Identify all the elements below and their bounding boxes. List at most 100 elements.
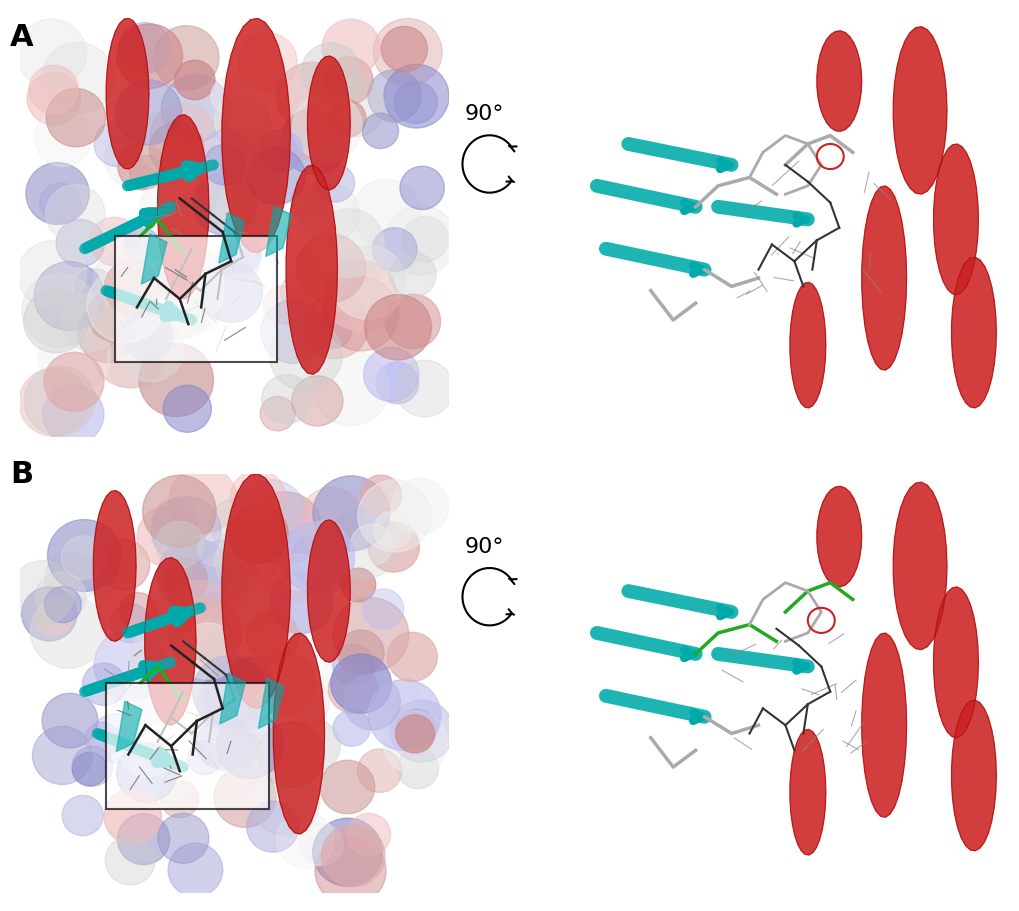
Circle shape bbox=[300, 184, 360, 241]
Circle shape bbox=[129, 155, 164, 189]
Circle shape bbox=[106, 334, 162, 389]
Circle shape bbox=[90, 218, 139, 266]
Polygon shape bbox=[158, 115, 209, 299]
Circle shape bbox=[401, 217, 448, 261]
Polygon shape bbox=[790, 282, 825, 408]
Circle shape bbox=[210, 499, 261, 548]
Circle shape bbox=[193, 565, 248, 619]
Circle shape bbox=[160, 780, 199, 818]
Circle shape bbox=[347, 814, 390, 855]
Circle shape bbox=[92, 313, 168, 388]
Circle shape bbox=[169, 466, 237, 533]
Polygon shape bbox=[861, 633, 906, 817]
Circle shape bbox=[385, 294, 440, 349]
Circle shape bbox=[86, 558, 125, 598]
Circle shape bbox=[300, 824, 342, 865]
Circle shape bbox=[368, 680, 440, 751]
Polygon shape bbox=[265, 206, 291, 257]
Circle shape bbox=[300, 487, 363, 549]
Circle shape bbox=[291, 375, 342, 426]
Circle shape bbox=[34, 261, 104, 331]
Circle shape bbox=[137, 111, 198, 171]
Circle shape bbox=[179, 623, 237, 680]
Circle shape bbox=[280, 272, 321, 312]
Circle shape bbox=[230, 470, 285, 524]
Circle shape bbox=[117, 24, 182, 88]
Circle shape bbox=[352, 179, 420, 247]
Circle shape bbox=[301, 43, 361, 101]
Circle shape bbox=[151, 253, 224, 324]
Polygon shape bbox=[951, 701, 996, 851]
Circle shape bbox=[215, 532, 276, 592]
Polygon shape bbox=[106, 18, 149, 169]
Circle shape bbox=[314, 312, 352, 348]
Circle shape bbox=[279, 554, 316, 589]
Circle shape bbox=[278, 678, 329, 727]
Circle shape bbox=[146, 597, 187, 637]
Circle shape bbox=[116, 743, 176, 803]
Polygon shape bbox=[816, 486, 861, 587]
Circle shape bbox=[393, 81, 437, 124]
Circle shape bbox=[104, 788, 161, 844]
Circle shape bbox=[325, 260, 380, 312]
Circle shape bbox=[222, 730, 261, 767]
Circle shape bbox=[187, 742, 221, 774]
Circle shape bbox=[117, 227, 157, 266]
Circle shape bbox=[194, 170, 245, 221]
Circle shape bbox=[269, 570, 333, 632]
Circle shape bbox=[168, 598, 242, 669]
Text: 90°: 90° bbox=[465, 104, 503, 124]
Circle shape bbox=[208, 131, 258, 179]
Circle shape bbox=[94, 121, 140, 167]
Circle shape bbox=[36, 572, 86, 621]
Circle shape bbox=[151, 496, 221, 565]
Circle shape bbox=[42, 693, 98, 748]
Polygon shape bbox=[258, 678, 284, 729]
Polygon shape bbox=[94, 491, 136, 641]
Circle shape bbox=[98, 540, 150, 590]
Circle shape bbox=[161, 294, 206, 338]
Circle shape bbox=[161, 75, 229, 142]
Circle shape bbox=[365, 294, 431, 360]
Circle shape bbox=[9, 561, 74, 625]
Circle shape bbox=[281, 116, 326, 159]
Circle shape bbox=[117, 814, 169, 865]
Circle shape bbox=[247, 611, 299, 662]
Circle shape bbox=[214, 96, 265, 146]
Circle shape bbox=[324, 77, 385, 137]
Circle shape bbox=[266, 564, 308, 606]
Circle shape bbox=[88, 288, 143, 342]
Circle shape bbox=[172, 580, 228, 635]
Circle shape bbox=[303, 294, 368, 359]
Circle shape bbox=[201, 262, 262, 322]
Circle shape bbox=[28, 73, 81, 125]
Circle shape bbox=[321, 824, 384, 886]
Circle shape bbox=[260, 396, 294, 431]
Circle shape bbox=[21, 587, 76, 641]
Circle shape bbox=[323, 277, 398, 351]
Polygon shape bbox=[286, 165, 337, 374]
Circle shape bbox=[139, 343, 213, 416]
Circle shape bbox=[123, 677, 173, 725]
Circle shape bbox=[193, 656, 265, 727]
Polygon shape bbox=[861, 186, 906, 370]
Circle shape bbox=[226, 657, 271, 701]
Circle shape bbox=[87, 268, 164, 343]
Circle shape bbox=[127, 251, 181, 304]
Circle shape bbox=[165, 558, 207, 600]
Circle shape bbox=[118, 23, 170, 74]
Circle shape bbox=[214, 97, 270, 153]
Circle shape bbox=[21, 273, 97, 347]
Circle shape bbox=[40, 183, 81, 223]
Circle shape bbox=[387, 632, 437, 681]
Circle shape bbox=[183, 592, 246, 654]
Circle shape bbox=[261, 374, 312, 424]
Polygon shape bbox=[816, 31, 861, 131]
Circle shape bbox=[116, 281, 164, 329]
Circle shape bbox=[332, 598, 409, 671]
Circle shape bbox=[247, 51, 284, 88]
Circle shape bbox=[43, 384, 104, 445]
Circle shape bbox=[157, 268, 193, 302]
Circle shape bbox=[216, 713, 283, 779]
Circle shape bbox=[263, 286, 302, 323]
